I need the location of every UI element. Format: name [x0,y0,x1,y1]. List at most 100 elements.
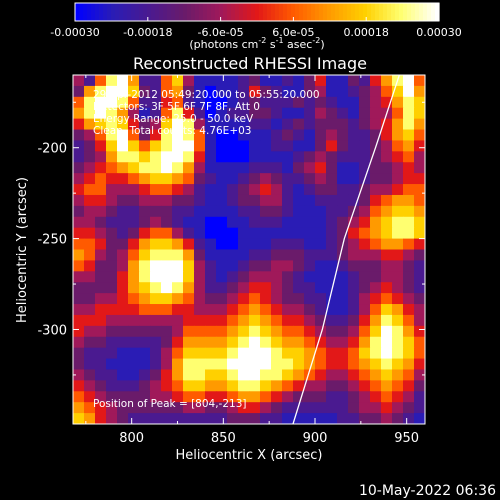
heatmap-cell [128,325,140,338]
colorbar-step [131,3,136,21]
heatmap-cell [216,205,228,218]
heatmap-cell [161,325,173,338]
heatmap-cell [172,380,184,392]
heatmap-cell [161,227,173,240]
heatmap-cell [128,336,140,349]
heatmap-cell [260,282,272,294]
heatmap-cell [139,260,151,272]
heatmap-cell [139,129,151,141]
heatmap-cell [73,173,85,185]
colorbar-step [415,3,420,21]
heatmap-cell [139,314,151,327]
heatmap-cell [348,380,360,392]
heatmap-cell [128,282,140,294]
heatmap-cell [139,205,151,218]
heatmap-cell [95,184,107,196]
heatmap-cell [414,402,425,414]
heatmap-cell [260,391,272,403]
heatmap-cell [337,380,349,392]
heatmap-cell [161,184,173,196]
heatmap-cell [282,151,294,163]
heatmap-cell [139,75,151,87]
colorbar-step [263,3,268,21]
heatmap-cell [139,85,151,98]
heatmap-cell [106,118,118,131]
heatmap-cell [315,380,327,392]
heatmap-cell [84,216,96,229]
heatmap-cell [216,380,228,392]
heatmap-cell [227,282,239,294]
heatmap-cell [172,347,184,360]
y-tick-label: -250 [37,233,67,248]
heatmap-cell [139,107,151,120]
heatmap-cell [194,347,206,360]
heatmap-cell [282,260,294,272]
heatmap-cell [337,260,349,272]
colorbar-step [335,3,340,21]
heatmap-cell [150,118,162,131]
heatmap-cell [84,162,96,174]
heatmap-cell [117,293,129,305]
heatmap-cell [238,413,250,424]
heatmap-cell [95,85,107,98]
heatmap-cell [238,369,250,381]
heatmap-cell [139,413,151,424]
heatmap-cell [381,369,393,381]
heatmap-cell [315,129,327,141]
heatmap-cell [315,413,327,424]
heatmap-cell [381,380,393,392]
colorbar-step [147,3,152,21]
colorbar-step [391,3,396,21]
colorbar-step [235,3,240,21]
heatmap-cell [293,249,305,261]
heatmap-cell [106,96,118,109]
heatmap-cell [403,347,415,360]
heatmap-cell [315,75,327,87]
heatmap-cell [227,118,239,131]
heatmap-cell [205,391,217,403]
colorbar-step [271,3,276,21]
heatmap-cell [139,325,151,338]
heatmap-cell [381,304,393,316]
heatmap-cell [282,129,294,141]
heatmap-cell [238,391,250,403]
heatmap-cell [216,162,228,174]
colorbar-step [299,3,304,21]
heatmap-cell [238,282,250,294]
heatmap-cell [293,216,305,229]
heatmap-cell [106,227,118,240]
heatmap-cell [260,304,272,316]
colorbar-step [331,3,336,21]
heatmap-cell [161,271,173,283]
heatmap-cell [381,205,393,218]
heatmap-cell [282,118,294,131]
heatmap-cell [304,249,316,261]
heatmap-cell [95,162,107,174]
colorbar-step [79,3,84,21]
colorbar-step [107,3,112,21]
heatmap-cell [381,347,393,360]
heatmap-cell [326,216,338,229]
heatmap-cell [271,184,283,196]
heatmap-cell [194,96,206,109]
heatmap-cell [194,173,206,185]
heatmap-cell [95,314,107,327]
heatmap-cell [381,173,393,185]
heatmap-cell [205,358,217,370]
heatmap-cell [414,391,425,403]
heatmap-cell [106,173,118,185]
heatmap-cell [381,194,393,207]
heatmap-cell [260,107,272,120]
heatmap-cell [282,162,294,174]
heatmap-cell [315,162,327,174]
heatmap-cell [392,162,404,174]
colorbar-step [75,3,80,21]
heatmap-cell [271,282,283,294]
colorbar-step [367,3,372,21]
annotation-peak-position: Position of Peak = [804,-213] [93,398,247,410]
heatmap-cell [216,96,228,109]
heatmap-cell [304,260,316,272]
heatmap-cell [304,347,316,360]
heatmap-cell [84,260,96,272]
heatmap-cell [161,282,173,294]
